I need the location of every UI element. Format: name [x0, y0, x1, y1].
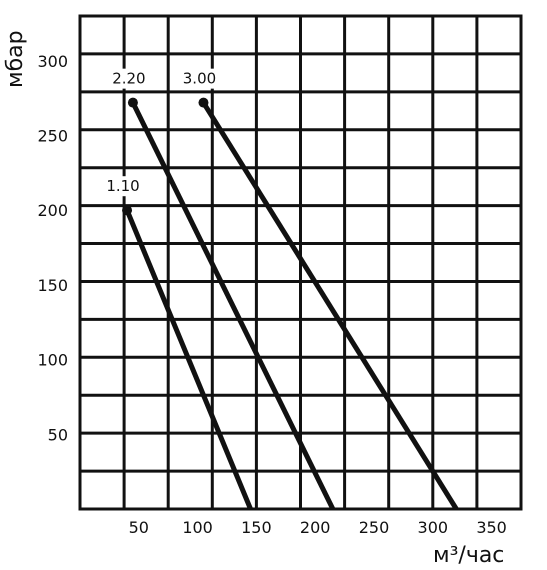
x-tick-label: 350	[476, 518, 507, 537]
label-layer: 50 100 150 200 250 300 50 100 150 200 250 300 350 1.1…	[37, 52, 506, 537]
series-start-marker	[127, 97, 138, 108]
series-label-background	[111, 68, 146, 89]
series-start-marker	[198, 97, 209, 108]
series-line	[124, 209, 253, 510]
series-label: 1.10	[106, 177, 139, 195]
grid-lines	[80, 16, 521, 509]
y-tick-label: 300	[37, 52, 68, 71]
y-tick-label: 150	[37, 276, 68, 295]
x-tick-label: 200	[300, 518, 331, 537]
series-line	[201, 101, 459, 511]
series-label-background	[106, 176, 141, 197]
series-label: 3.00	[183, 70, 216, 88]
x-tick-label: 50	[129, 518, 149, 537]
plot-frame	[78, 14, 523, 511]
y-tick-label: 100	[37, 351, 68, 370]
x-axis-title: м³/час	[433, 543, 504, 568]
x-tick-label: 250	[359, 518, 390, 537]
series-start-marker	[122, 205, 133, 216]
x-tick-label: 150	[241, 518, 272, 537]
x-tick-label: 100	[182, 518, 213, 537]
series-line	[130, 101, 336, 511]
series-label: 2.20	[112, 70, 145, 88]
series-layer	[122, 97, 459, 511]
x-tick-label: 300	[418, 518, 449, 537]
y-tick-label: 50	[48, 425, 68, 444]
y-tick-label: 250	[37, 127, 68, 146]
y-tick-label: 200	[37, 201, 68, 220]
series-label-background	[182, 68, 217, 89]
y-axis-title: мбар	[3, 30, 28, 88]
